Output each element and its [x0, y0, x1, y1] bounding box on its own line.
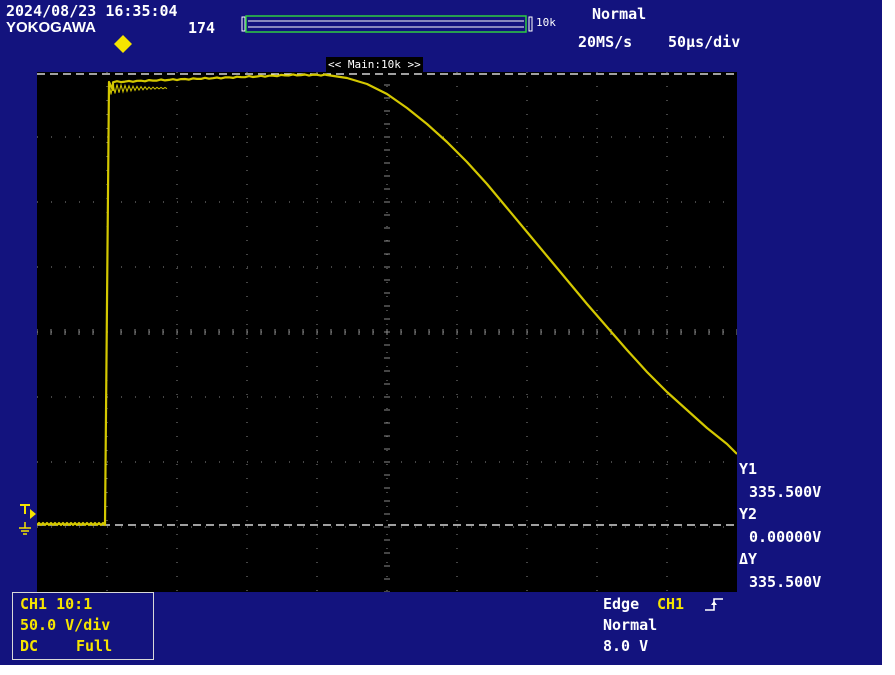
trigger-level: 8.0 V [603, 637, 649, 655]
channel-bandwidth: Full [76, 637, 113, 655]
ch1-ringing [108, 82, 168, 95]
cursor-y1-label: Y1 [739, 460, 758, 478]
ch1-waveform-trace [37, 73, 737, 527]
trigger-source: CH1 [657, 595, 685, 613]
datetime: 2024/08/23 16:35:04 [6, 2, 178, 20]
channel-probe: CH1 10:1 [20, 595, 93, 613]
waveform-display [37, 72, 737, 592]
diamond-icon [114, 35, 132, 53]
trigger-mode: Normal [603, 616, 658, 634]
channel-info-box [12, 592, 154, 660]
channel-vdiv: 50.0 V/div [20, 616, 111, 634]
record-zoom-bar [241, 13, 537, 35]
trigger-mode-header: Normal [592, 5, 647, 23]
trigger-level-icon [20, 504, 36, 519]
brand-logo: YOKOGAWA [6, 19, 97, 36]
timebase: 50μs/div [668, 33, 741, 51]
trigger-type: Edge [603, 595, 640, 613]
cursor-y2-label: Y2 [739, 505, 758, 523]
sample-rate: 20MS/s [578, 33, 633, 51]
cursor-dy-value: 335.500V [749, 573, 822, 591]
cursor-y2-value: 0.00000V [749, 528, 822, 546]
record-length: 10k [536, 16, 556, 29]
ground-icon [19, 522, 31, 535]
cursor-y1-value: 335.500V [749, 483, 822, 501]
cursor-dy-label: ΔY [739, 550, 758, 568]
channel-coupling: DC [20, 637, 39, 655]
oscilloscope-screen: 2024/08/23 16:35:04 YOKOGAWA 174 10k Nor… [0, 0, 882, 665]
rising-edge-icon [705, 598, 723, 611]
acquisition-count: 174 [188, 19, 216, 37]
graticule [37, 72, 737, 592]
zoom-window-label: << Main:10k >> [326, 57, 423, 73]
